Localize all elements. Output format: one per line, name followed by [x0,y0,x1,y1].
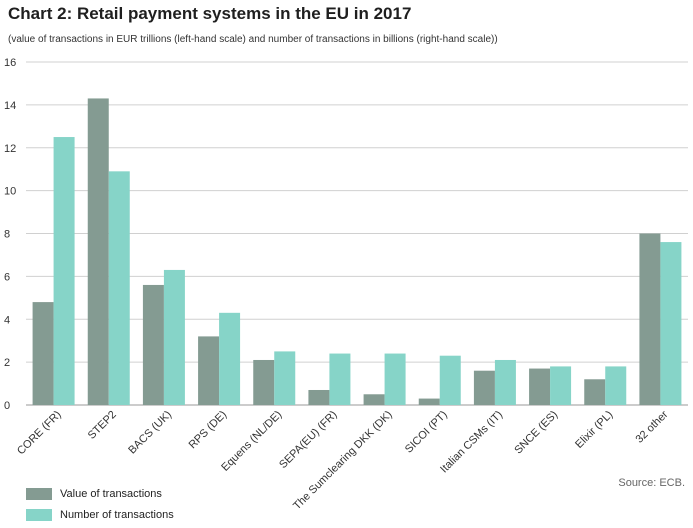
x-tick-label: Equens (NL/DE) [219,409,284,474]
y-tick-label: 0 [4,400,10,412]
bar-value [529,368,551,405]
legend-label-value: Value of transactions [60,488,162,500]
y-tick-label: 6 [4,271,10,283]
chart-subtitle: (value of transactions in EUR trillions … [8,34,498,45]
y-tick-label: 12 [4,143,16,155]
bar-number [494,359,516,405]
bar-number [274,351,296,405]
bar-value [639,233,661,405]
legend-swatch-value [26,488,52,500]
x-tick-label: BACS (UK) [126,409,174,457]
y-tick-label: 4 [4,314,10,326]
legend-swatch-number [26,509,52,521]
bar-number [108,171,130,405]
chart-title: Chart 2: Retail payment systems in the E… [8,4,412,23]
bar-value [418,398,440,405]
y-tick-label: 16 [4,57,16,69]
legend-item-value: Value of transactions [26,485,174,503]
bar-value [198,336,220,405]
x-tick-label: SNCE (ES) [512,409,560,457]
legend-label-number: Number of transactions [60,509,174,521]
bar-value [32,302,54,405]
bar-value [253,359,275,405]
bar-value [584,379,606,405]
bar-number [329,353,351,405]
x-tick-label: RPS (DE) [187,409,230,452]
y-tick-label: 8 [4,229,10,241]
bar-value [473,370,495,405]
legend-item-number: Number of transactions [26,506,174,524]
x-tick-label: STEP2 [86,409,119,442]
bar-value [363,394,385,405]
x-tick-label: 32 other [634,408,671,445]
bar-value [142,284,164,405]
x-tick-label: The Sumclearing DKK (DK) [291,409,395,513]
bar-number [219,312,241,405]
x-tick-label: SEPA(EU) (FR) [277,409,339,471]
bar-number [660,242,682,405]
y-tick-label: 10 [4,186,16,198]
bar-value [308,389,330,405]
bar-number [53,137,75,405]
bar-number [550,366,572,405]
x-tick-label: CORE (FR) [15,409,64,458]
bar-number [163,269,185,405]
x-tick-label: Elixir (PL) [573,409,615,451]
bar-number [605,366,627,405]
source-note: Source: ECB. [618,477,685,489]
legend: Value of transactions Number of transact… [26,485,174,527]
y-tick-label: 14 [4,100,16,112]
bar-number [384,353,406,405]
y-tick-label: 2 [4,357,10,369]
x-tick-label: SICOI (PT) [403,409,450,456]
bar-value [87,98,109,405]
bar-number [439,355,461,405]
